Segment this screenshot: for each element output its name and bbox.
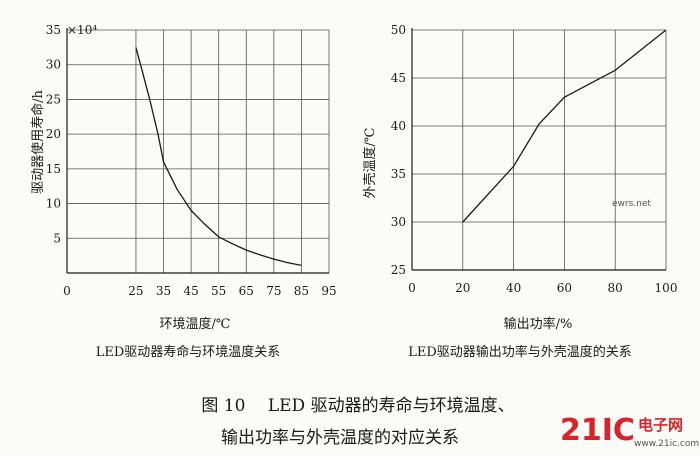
chart-left-grid (67, 29, 330, 273)
chart-life-vs-temperature: 0 25 35 45 55 65 75 85 95 5 10 15 20 25 30 35 ×10⁴ 环境温… (30, 23, 337, 360)
chart-right-y-tick-label: 25 (391, 263, 406, 277)
chart-left-y-tick-label: 30 (46, 58, 61, 72)
chart-left-series (135, 47, 302, 267)
chart-right-x-tick-label: 0 (408, 281, 416, 295)
chart-right-x-tick-label: 80 (608, 281, 623, 295)
chart-right-x-tick-label: 60 (557, 281, 572, 295)
chart-right-x-tick-label: 20 (455, 281, 470, 295)
chart-left-x-tick-label: 55 (211, 284, 226, 298)
chart-right-series-line (462, 29, 667, 223)
figure-caption-line-2: 输出功率与外壳温度的对应关系 (221, 428, 459, 448)
watermark-logo: 21IC 电子网 www.21ic.com (560, 413, 699, 449)
watermark-small-text: ewrs.net (612, 199, 651, 209)
chart-right-x-tick-label: 40 (506, 281, 521, 295)
chart-left-x-tick-label: 75 (266, 284, 281, 298)
watermark-brand: 21IC (560, 413, 635, 448)
chart-right-y-tick-label: 40 (391, 119, 406, 133)
chart-left-x-tick-label: 65 (239, 284, 254, 298)
chart-left-y-tick-label: 20 (46, 127, 61, 141)
chart-left-x-tick-label: 95 (321, 284, 336, 298)
chart-right-x-ticks: 0 20 40 60 80 100 (408, 281, 677, 295)
chart-left-y-tick-label: 35 (46, 23, 61, 37)
chart-left-y-tick-label: 15 (46, 162, 61, 176)
watermark-site: www.21ic.com (634, 439, 699, 449)
chart-left-y-tick-label: 25 (46, 92, 61, 106)
chart-left-y-multiplier: ×10⁴ (67, 23, 97, 37)
chart-left-caption: LED驱动器寿命与环境温度关系 (96, 344, 281, 360)
chart-right-y-tick-label: 35 (391, 167, 406, 181)
chart-left-x-tick-label: 35 (156, 284, 171, 298)
chart-left-x-ticks: 0 25 35 45 55 65 75 85 95 (63, 284, 336, 298)
chart-right-grid (412, 29, 667, 270)
chart-left-x-tick-label: 25 (128, 284, 143, 298)
chart-right-series (462, 29, 667, 223)
watermark-brand-cn: 电子网 (638, 416, 683, 434)
chart-right-x-label: 输出功率/% (504, 316, 573, 332)
chart-left-x-label: 环境温度/℃ (160, 316, 231, 332)
chart-right-x-tick-label: 100 (655, 281, 678, 295)
chart-right-y-label: 外壳温度/℃ (362, 128, 378, 199)
chart-left-y-tick-label: 10 (46, 197, 61, 211)
figure-caption-line-1: 图 10 LED 驱动器的寿命与环境温度、 (201, 396, 514, 416)
chart-left-x-tick-label: 45 (183, 284, 198, 298)
chart-left-x-tick-label: 85 (294, 284, 309, 298)
chart-right-caption: LED驱动器输出功率与外壳温度的关系 (408, 344, 632, 360)
chart-left-axes (66, 28, 329, 274)
chart-left-x-tick-label: 0 (63, 284, 71, 298)
chart-left-series-line (135, 47, 302, 267)
chart-left-y-label: 驱动器使用寿命/h (30, 90, 46, 194)
chart-right-y-tick-label: 30 (391, 215, 406, 229)
chart-right-y-tick-label: 45 (391, 71, 406, 85)
chart-left-y-ticks: 5 10 15 20 25 30 35 (46, 23, 61, 245)
chart-right-y-tick-label: 50 (391, 23, 406, 37)
chart-right-y-ticks: 25 30 35 40 45 50 (391, 23, 406, 277)
chart-left-y-tick-label: 5 (53, 231, 61, 245)
chart-right-axes (411, 28, 666, 271)
